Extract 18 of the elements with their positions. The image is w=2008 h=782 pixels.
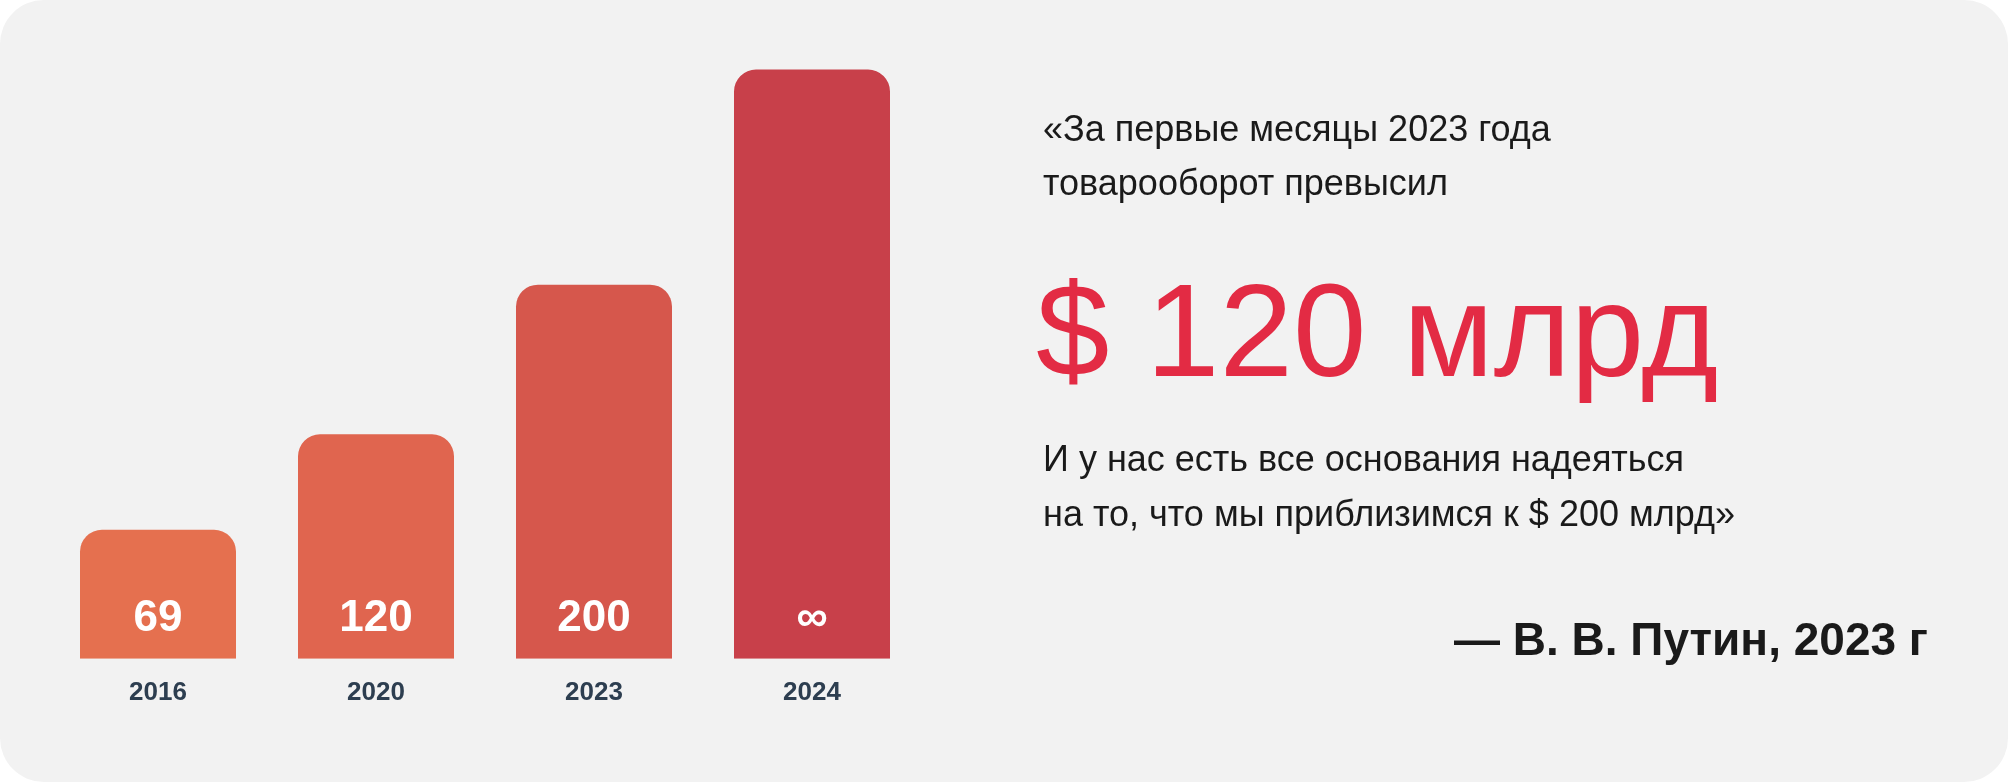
text: И у нас есть все основания надеяться bbox=[1043, 438, 1685, 480]
bar bbox=[80, 529, 236, 659]
text: — В. В. Путин, 2023 г bbox=[1454, 612, 1928, 666]
bar bbox=[298, 434, 454, 659]
text: «За первые месяцы 2023 года bbox=[1043, 108, 1551, 150]
x-tick-label: 2023 bbox=[565, 675, 623, 706]
data-label: 200 bbox=[557, 590, 631, 640]
text: на то, что мы приблизимся к $ 200 млрд» bbox=[1043, 493, 1735, 535]
text: товарооборот превысил bbox=[1043, 162, 1448, 204]
data-label: 69 bbox=[133, 590, 183, 640]
text: $ 120 млрд bbox=[1036, 256, 1719, 406]
x-tick-label: 2024 bbox=[783, 675, 842, 706]
data-label: 120 bbox=[339, 590, 413, 640]
x-tick-label: 2020 bbox=[347, 675, 405, 706]
bar bbox=[734, 69, 890, 659]
data-label: ∞ bbox=[796, 590, 828, 640]
bar bbox=[516, 284, 672, 659]
x-tick-label: 2016 bbox=[129, 675, 187, 706]
